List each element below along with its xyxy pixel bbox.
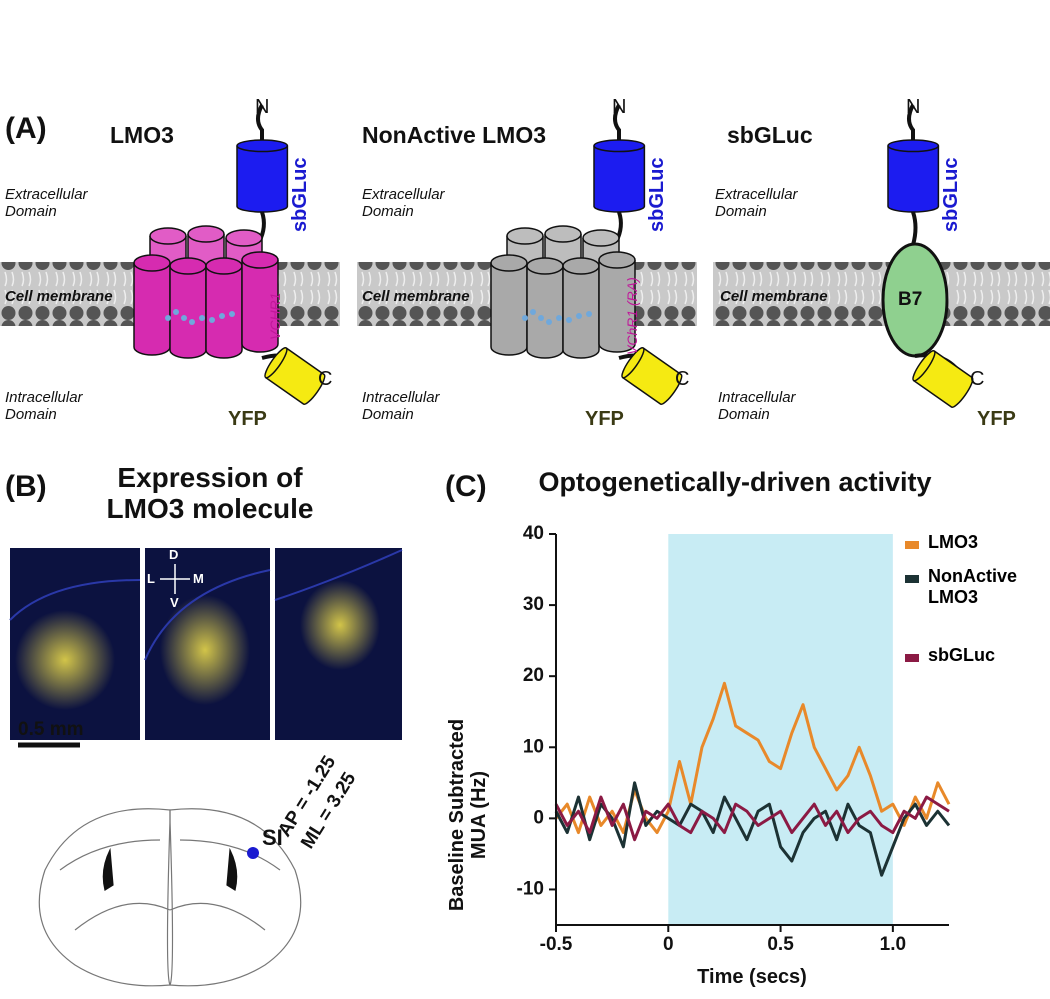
construct-title: NonActive LMO3: [362, 122, 547, 148]
terminus-label: C: [970, 368, 985, 390]
core-label: VChR1 (RA): [624, 277, 640, 355]
y-tick-label: 40: [523, 523, 544, 544]
tag-label: sbGLuc: [940, 157, 962, 232]
x-tick-label: 0: [663, 934, 674, 955]
stimulus-window: [668, 534, 893, 925]
histology: [9, 548, 403, 748]
legend-label: NonActive LMO3: [928, 566, 1018, 607]
tag-label: sbGLuc: [646, 157, 668, 232]
y-axis-label: Baseline Subtracted MUA (Hz): [446, 718, 490, 912]
legend-label: sbGLuc: [928, 645, 996, 665]
domain-label: Extracellular Domain: [362, 186, 445, 220]
compass-label: V: [170, 595, 179, 610]
compass-label: M: [193, 571, 204, 586]
panel-title: Expression of LMO3 molecule: [106, 462, 314, 524]
tag-label: sbGLuc: [289, 157, 311, 232]
y-tick-label: 0: [533, 807, 544, 828]
series-line: [554, 781, 951, 877]
terminus-label: N: [906, 96, 921, 118]
construct-sbgluc: [713, 104, 1050, 411]
membrane-label: Cell membrane: [362, 288, 470, 305]
reporter-label: YFP: [977, 408, 1016, 430]
reporter-label: YFP: [585, 408, 624, 430]
construct-title: sbGLuc: [727, 122, 813, 148]
construct-lmo3: [0, 104, 340, 408]
core-label: VCHR1: [267, 292, 283, 340]
series-line: [554, 795, 950, 842]
domain-label: Extracellular Domain: [5, 186, 88, 220]
x-tick-label: 1.0: [880, 934, 906, 955]
reporter-label: YFP: [228, 408, 267, 430]
legend-label: LMO3: [928, 532, 979, 552]
construct-nonactive: [357, 104, 697, 408]
membrane-label: Cell membrane: [720, 288, 828, 305]
domain-label: Intracellular Domain: [718, 389, 796, 423]
y-tick-label: 10: [523, 736, 544, 757]
region-label: SI: [262, 825, 283, 850]
membrane-label: Cell membrane: [5, 288, 113, 305]
compass-label: L: [147, 571, 155, 586]
legend-swatch: [905, 541, 919, 549]
y-tick-label: -10: [517, 878, 544, 899]
construct-title: LMO3: [110, 122, 174, 148]
terminus-label: C: [675, 368, 690, 390]
legend-swatch: [905, 575, 919, 583]
x-tick-label: 0.5: [767, 934, 794, 955]
compass-label: D: [169, 547, 179, 562]
chart-title: Optogenetically-driven activity: [538, 467, 932, 497]
x-axis-label-text: Time (secs): [697, 966, 807, 988]
terminus-label: N: [255, 96, 270, 118]
series-line: [554, 681, 951, 835]
y-tick-label: 30: [523, 594, 544, 615]
domain-label: Intracellular Domain: [5, 389, 83, 423]
terminus-label: C: [318, 368, 333, 390]
panel-label: (B): [5, 470, 47, 503]
core-label: B7: [898, 289, 923, 310]
y-tick-label: 20: [523, 665, 544, 686]
scale-bar-label: 0.5 mm: [18, 719, 84, 740]
legend-swatch: [905, 654, 919, 662]
x-tick-label: -0.5: [540, 934, 573, 955]
brain-atlas: [38, 808, 302, 987]
panel-label: (C): [445, 470, 487, 503]
panel-label: (A): [5, 112, 47, 145]
terminus-label: N: [612, 96, 627, 118]
domain-label: Extracellular Domain: [715, 186, 798, 220]
domain-label: Intracellular Domain: [362, 389, 440, 423]
